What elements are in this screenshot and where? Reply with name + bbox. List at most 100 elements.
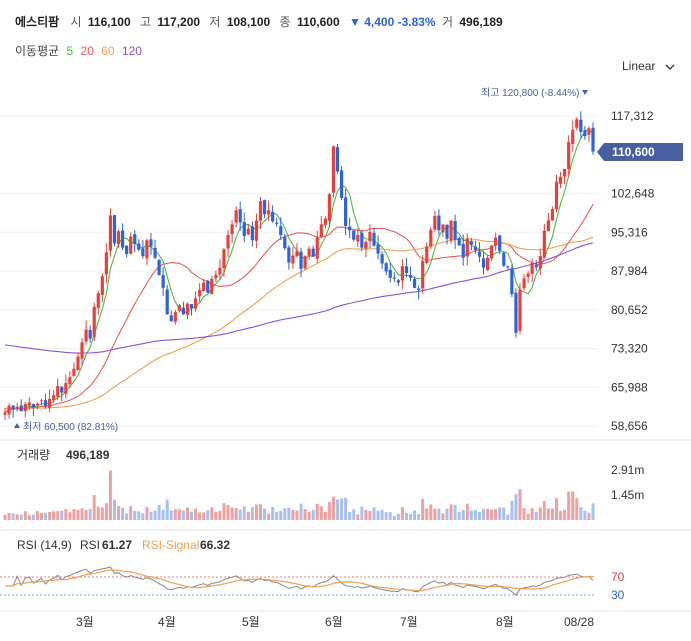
rsi-level-70: 70 [611, 570, 625, 584]
ma60-legend: 60 [101, 44, 115, 58]
volume-bar [583, 510, 587, 520]
chevron-down-icon [665, 64, 675, 70]
volume-bar [299, 503, 303, 520]
volume-bar [429, 504, 433, 520]
candle-body [226, 234, 230, 249]
candle-body [43, 400, 48, 407]
volume-bar [76, 509, 80, 520]
volume-bar [100, 507, 104, 520]
volume-bar [112, 499, 116, 520]
volume-bar [230, 507, 234, 520]
volume-bar [11, 513, 15, 520]
candle-body [575, 119, 579, 128]
ma-legend: 이동평균 5 20 60 120 [15, 42, 146, 59]
candle-body [449, 220, 453, 241]
candle-body [64, 382, 68, 394]
candle-body [137, 243, 141, 250]
volume-bar [400, 507, 404, 520]
candle-body [31, 404, 35, 408]
candle-body [344, 197, 348, 226]
scale-dropdown[interactable]: Linear [622, 59, 675, 73]
volume-bar [190, 511, 194, 520]
volume-bar [149, 511, 153, 520]
candle-body [388, 269, 392, 278]
candle-body [518, 289, 522, 331]
volume-bar [222, 503, 226, 520]
volume-bar [287, 507, 291, 520]
volume-tick-mid: 1.45m [611, 488, 644, 502]
volume-bar [210, 507, 214, 520]
volume-bar [323, 511, 327, 520]
volume-bar [246, 511, 250, 520]
volume-bar [348, 512, 352, 520]
volume-bar [372, 507, 376, 520]
candle-body [157, 259, 161, 276]
candle-body [52, 395, 56, 401]
candlesticks [3, 111, 595, 421]
candle-body [494, 237, 498, 246]
candle-body [307, 248, 311, 257]
volume-bar [88, 508, 92, 520]
volume-bar [64, 509, 68, 520]
candle-body [84, 329, 88, 342]
volume-bar [482, 508, 486, 520]
volume-bar [258, 504, 262, 520]
candle-body [238, 209, 242, 223]
candle-body [348, 226, 352, 231]
candle-body [145, 240, 149, 259]
ma120-legend: 120 [121, 44, 142, 58]
volume-bar [72, 508, 76, 520]
volume-bar [550, 508, 554, 520]
candle-body [193, 298, 198, 309]
volume-bar [563, 509, 567, 520]
xtick-mar: 3월 [76, 615, 94, 629]
volume-bar [254, 504, 258, 520]
ma120-line [4, 242, 594, 354]
price-tick-label: 95,316 [611, 225, 648, 239]
volume-bar [7, 512, 11, 520]
volume-bar [218, 510, 222, 520]
candle-body [234, 210, 238, 223]
candle-body [339, 170, 344, 198]
candle-body [417, 288, 421, 290]
candle-body [579, 119, 583, 132]
candle-body [266, 210, 271, 215]
current-price-text: 110,600 [612, 145, 655, 159]
candle-body [490, 245, 494, 259]
ohlc-summary: 에스티팜 시 116,100 고 117,200 저 108,100 종 110… [15, 13, 509, 30]
volume-bar [202, 512, 206, 520]
volume-bar [80, 508, 84, 520]
candle-body [481, 258, 486, 268]
volume-bar [425, 508, 429, 520]
candle-body [92, 306, 96, 337]
candle-body [372, 232, 376, 246]
volume-bar [571, 491, 575, 520]
rsi-line [5, 566, 594, 596]
candle-body [384, 263, 388, 272]
volume-bar [3, 514, 7, 520]
ma5-legend: 5 [66, 44, 74, 58]
candle-body [104, 252, 108, 275]
candle-body [72, 368, 76, 376]
volume-bar [275, 511, 279, 520]
low-label: 저 [209, 15, 221, 29]
candle-body [465, 238, 469, 257]
volume-bar [206, 510, 210, 520]
volume-value: 496,189 [459, 15, 503, 29]
candle-body [287, 247, 291, 263]
volume-bar [92, 495, 96, 520]
volume-bar [44, 512, 48, 520]
volume-bar [56, 511, 60, 520]
volume-bar [185, 507, 189, 520]
volume-bar [108, 470, 112, 520]
volume-bar [234, 508, 238, 520]
volume-bar [35, 511, 39, 520]
xtick-may: 5월 [242, 615, 260, 629]
candle-body [7, 405, 11, 415]
volume-bar [510, 500, 514, 520]
volume-bar [117, 506, 121, 520]
candle-body [76, 356, 80, 371]
volume-bar [502, 507, 506, 520]
volume-bar [364, 509, 368, 520]
